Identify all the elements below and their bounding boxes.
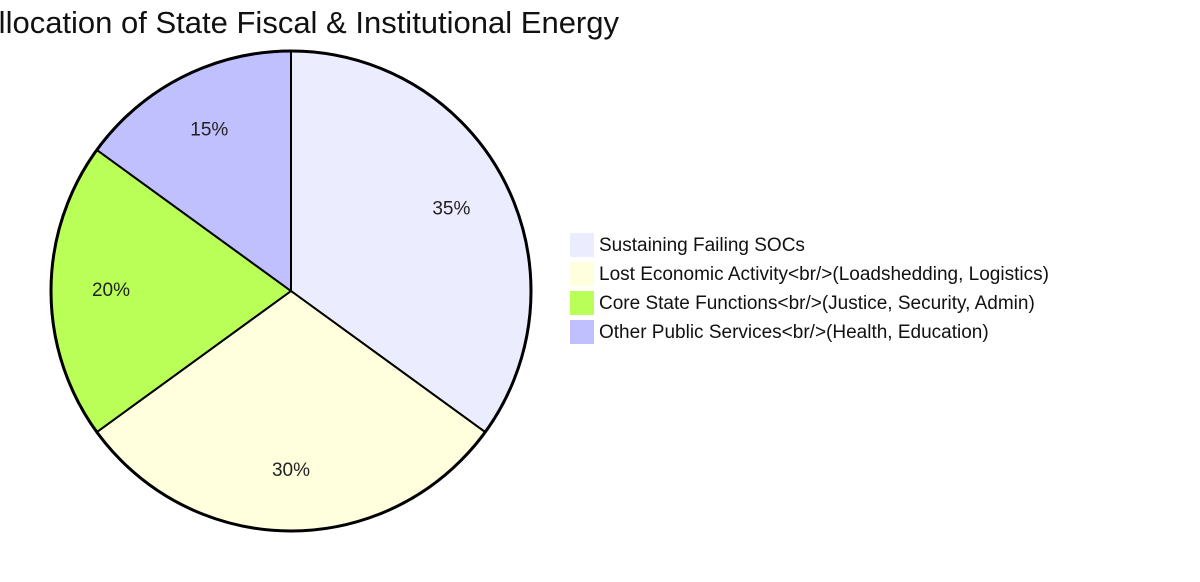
legend-label: Lost Economic Activity<br/>(Loadshedding… (599, 264, 1049, 285)
legend-swatch (570, 233, 594, 257)
chart-legend: Sustaining Failing SOCs Lost Economic Act… (570, 233, 1049, 344)
legend-item-core-state-functions-justice-security-admin: Core State Functions<br/>(Justice, Secur… (570, 291, 1035, 315)
legend-label: Sustaining Failing SOCs (599, 235, 805, 256)
pie-outline (49, 49, 533, 533)
pie-slices (49, 49, 533, 533)
legend-swatch (570, 291, 594, 315)
slice-label-lost-economic-activity-loadshedding-logistics: 30% (272, 460, 310, 481)
legend-item-sustaining-failing-socs: Sustaining Failing SOCs (570, 233, 805, 257)
slice-label-core-state-functions-justice-security-admin: 20% (92, 280, 130, 301)
legend-swatch (570, 320, 594, 344)
slice-label-other-public-services-health-education: 15% (190, 120, 228, 141)
legend-label: Other Public Services<br/>(Health, Educa… (599, 322, 989, 343)
legend-item-lost-economic-activity-loadshedding-logistics: Lost Economic Activity<br/>(Loadshedding… (570, 262, 1049, 286)
legend-swatch (570, 262, 594, 286)
pie-slice-labels: 35% 30% 20% 15% (92, 120, 471, 481)
chart-title: Allocation of State Fiscal & Institution… (0, 5, 619, 40)
legend-label: Core State Functions<br/>(Justice, Secur… (599, 293, 1035, 314)
slice-label-sustaining-failing-socs: 35% (432, 198, 470, 219)
legend-item-other-public-services-health-education: Other Public Services<br/>(Health, Educa… (570, 320, 989, 344)
